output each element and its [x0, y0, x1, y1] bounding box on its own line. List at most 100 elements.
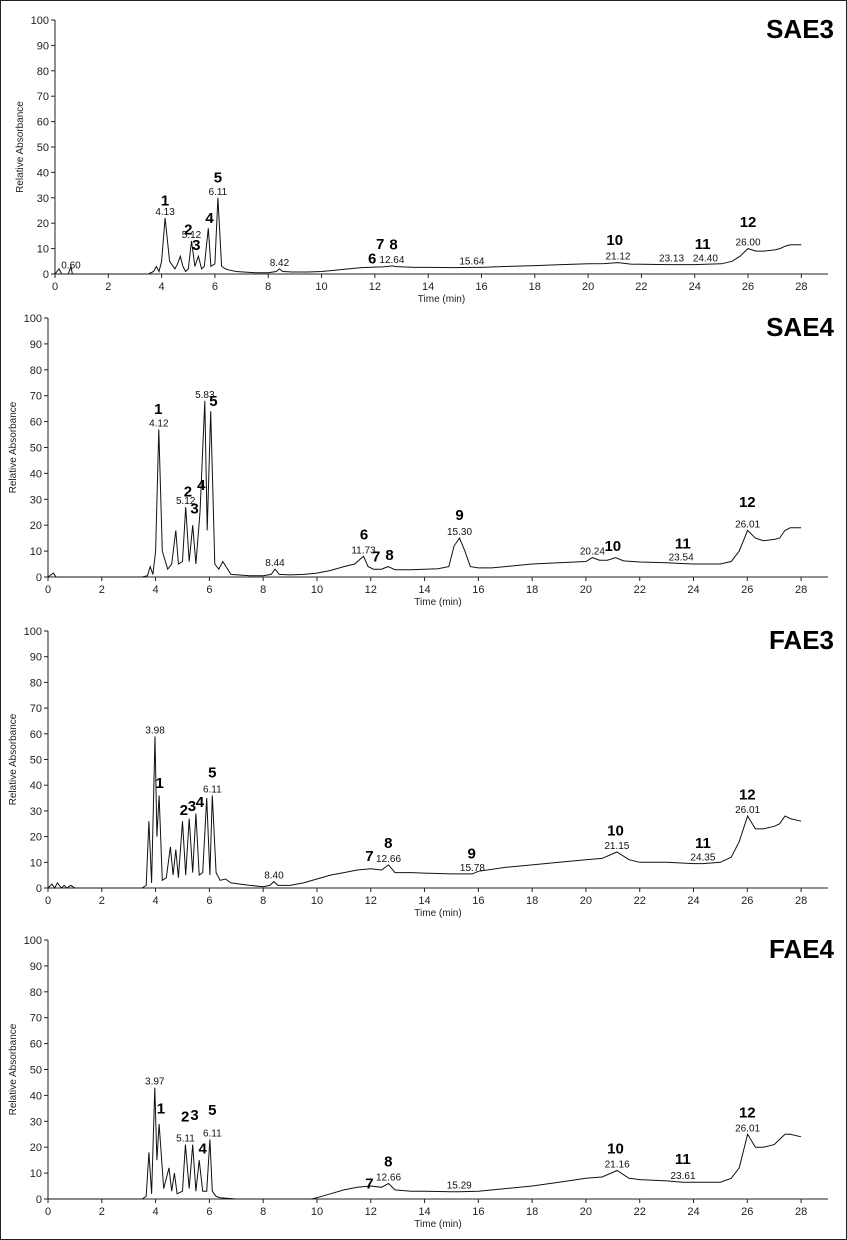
retention-time-label: 23.13: [659, 254, 684, 265]
retention-time-label: 3.98: [145, 725, 165, 736]
x-tick-label: 24: [687, 1206, 699, 1218]
x-tick-label: 16: [472, 584, 484, 596]
peak-number-label: 4: [196, 794, 205, 811]
y-tick-label: 70: [30, 1013, 42, 1025]
x-tick-label: 8: [265, 281, 271, 293]
x-tick-label: 26: [741, 895, 753, 907]
x-tick-label: 12: [365, 584, 377, 596]
peak-number-label: 12: [739, 494, 756, 511]
peak-number-label: 11: [675, 536, 691, 553]
retention-time-label: 5.12: [182, 230, 202, 241]
x-tick-label: 28: [795, 281, 807, 293]
x-tick-label: 12: [365, 1206, 377, 1218]
retention-time-label: 21.16: [605, 1160, 630, 1171]
x-tick-label: 22: [634, 1206, 646, 1218]
x-tick-label: 18: [529, 281, 541, 293]
retention-time-label: 15.30: [447, 527, 472, 538]
panel-title: FAE3: [769, 625, 834, 655]
y-tick-label: 0: [36, 883, 42, 895]
peak-number-label: 8: [384, 1154, 392, 1171]
y-tick-label: 80: [30, 365, 42, 377]
retention-time-label: 6.11: [208, 187, 227, 198]
peak-number-label: 1: [155, 775, 163, 792]
peak-number-label: 5: [214, 170, 222, 187]
peak-number-label: 3: [188, 798, 196, 815]
x-tick-label: 4: [159, 281, 165, 293]
y-tick-label: 0: [36, 1194, 42, 1206]
peak-number-label: 8: [384, 835, 392, 852]
retention-time-label: 8.42: [270, 258, 290, 269]
retention-time-label: 0.60: [61, 260, 81, 271]
retention-time-label: 24.35: [690, 853, 715, 864]
y-tick-label: 60: [30, 729, 42, 741]
peak-number-label: 4: [197, 477, 206, 494]
x-tick-label: 24: [689, 281, 701, 293]
chromatogram-line: [47, 736, 802, 889]
x-tick-label: 16: [472, 895, 484, 907]
x-tick-label: 22: [635, 281, 647, 293]
chromatogram-line: [48, 1087, 802, 1200]
peak-number-label: 5: [209, 393, 217, 410]
retention-time-label: 26.00: [736, 238, 761, 249]
x-tick-label: 14: [422, 281, 434, 293]
retention-time-label: 8.40: [264, 871, 284, 882]
x-tick-label: 0: [45, 895, 51, 907]
y-tick-label: 30: [30, 494, 42, 506]
x-tick-label: 0: [45, 584, 51, 596]
x-tick-label: 6: [206, 584, 212, 596]
peak-number-label: 4: [198, 1141, 207, 1158]
x-tick-label: 22: [634, 584, 646, 596]
x-tick-label: 6: [212, 281, 218, 293]
x-tick-label: 8: [260, 1206, 266, 1218]
x-tick-label: 12: [365, 895, 377, 907]
x-tick-label: 14: [418, 1206, 430, 1218]
y-tick-label: 60: [30, 1039, 42, 1051]
retention-time-label: 6.11: [203, 1128, 222, 1139]
retention-time-label: 23.61: [671, 1171, 696, 1182]
y-tick-label: 60: [37, 117, 49, 129]
peak-number-label: 7: [365, 848, 373, 865]
peak-number-label: 6: [360, 526, 368, 543]
peak-number-label: 12: [739, 786, 756, 803]
y-tick-label: 20: [30, 832, 42, 844]
peak-number-label: 10: [607, 1141, 624, 1158]
x-tick-label: 28: [795, 584, 807, 596]
retention-time-label: 21.12: [605, 252, 630, 263]
x-tick-label: 4: [153, 584, 159, 596]
x-tick-label: 0: [45, 1206, 51, 1218]
y-tick-label: 80: [30, 987, 42, 999]
peak-number-label: 11: [695, 236, 711, 253]
peak-number-label: 5: [208, 1102, 216, 1119]
y-tick-label: 10: [30, 857, 42, 869]
x-tick-label: 4: [153, 1206, 159, 1218]
y-tick-label: 0: [36, 572, 42, 584]
y-tick-label: 70: [30, 391, 42, 403]
retention-time-label: 20.24: [580, 547, 605, 558]
x-tick-label: 10: [311, 584, 323, 596]
peak-number-label: 3: [192, 237, 200, 254]
x-tick-label: 26: [742, 281, 754, 293]
retention-time-label: 5.12: [176, 496, 196, 507]
retention-time-label: 4.12: [149, 418, 169, 429]
y-tick-label: 10: [37, 244, 49, 256]
x-axis-title: Time (min): [414, 597, 461, 608]
retention-time-label: 8.44: [265, 558, 285, 569]
peak-number-label: 9: [467, 845, 475, 862]
peak-number-label: 5: [208, 764, 216, 781]
peak-number-label: 12: [739, 1104, 756, 1121]
x-tick-label: 8: [260, 895, 266, 907]
y-tick-label: 70: [37, 91, 49, 103]
peak-number-label: 8: [385, 547, 393, 564]
x-tick-label: 2: [99, 1206, 105, 1218]
x-tick-label: 24: [687, 895, 699, 907]
x-tick-label: 10: [315, 281, 327, 293]
y-axis-title: Relative Absorbance: [8, 713, 19, 805]
y-tick-label: 10: [30, 546, 42, 558]
retention-time-label: 23.54: [669, 553, 694, 564]
peak-number-label: 4: [205, 210, 214, 227]
x-tick-label: 6: [206, 895, 212, 907]
retention-time-label: 26.01: [735, 519, 760, 530]
x-tick-label: 10: [311, 1206, 323, 1218]
x-tick-label: 20: [580, 1206, 592, 1218]
